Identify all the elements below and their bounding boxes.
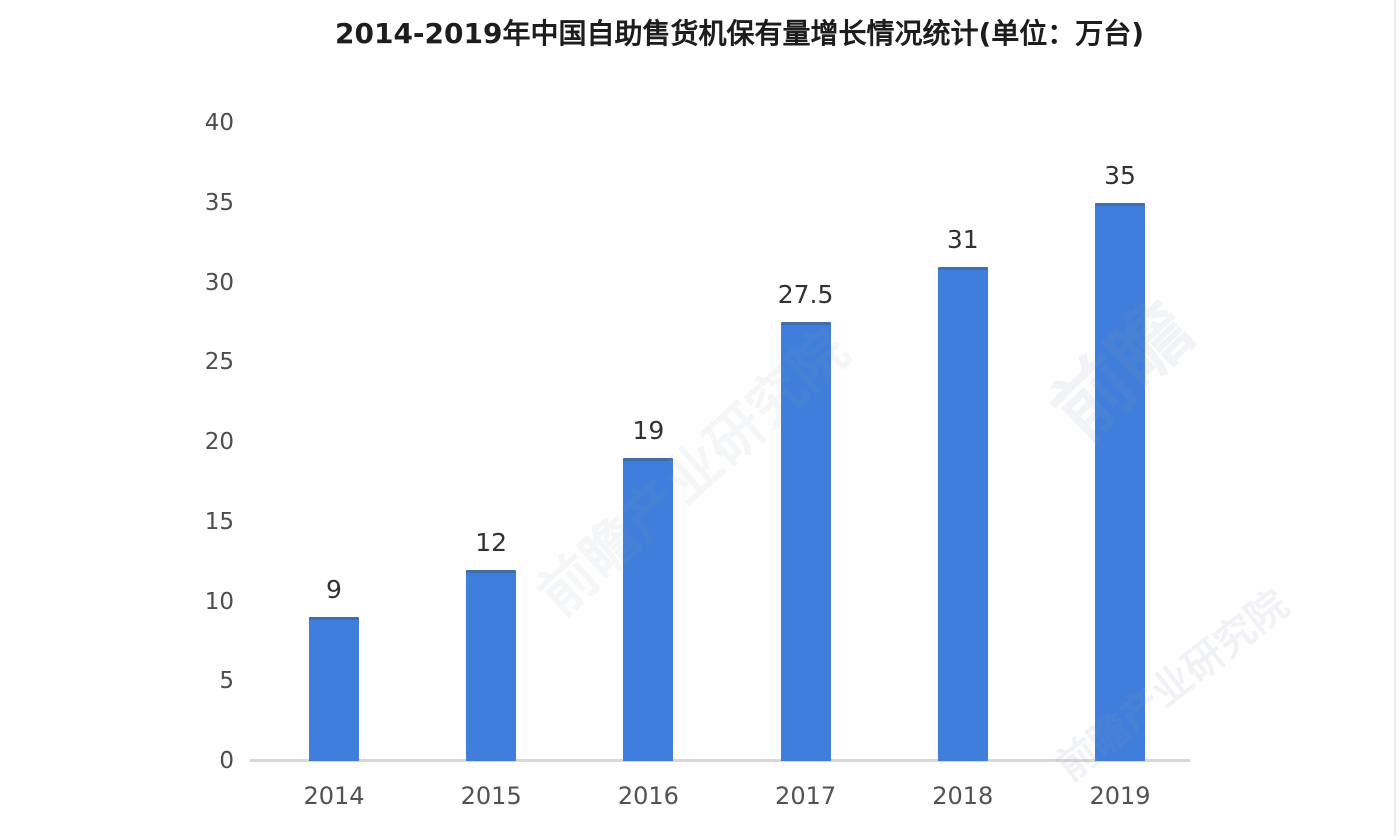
bar-2016 (623, 457, 674, 761)
x-axis-tick-label: 2015 (460, 782, 522, 810)
bar-2017 (780, 322, 831, 761)
bar-value-label: 27.5 (777, 280, 834, 310)
y-axis-tick-label: 35 (204, 189, 234, 216)
bar-2019 (1095, 202, 1145, 761)
y-axis-tick-label: 30 (204, 269, 234, 296)
bar-2018 (937, 266, 988, 761)
y-axis-tick-label: 15 (204, 508, 234, 535)
bar-2015 (466, 569, 517, 761)
bar-value-label: 35 (1104, 160, 1136, 190)
y-axis-tick-label: 40 (204, 110, 234, 136)
bar-value-label: 12 (475, 527, 508, 557)
x-axis-tick-label: 2016 (617, 782, 679, 810)
y-axis-tick-label: 25 (204, 349, 234, 376)
bar-value-label: 19 (632, 415, 665, 445)
x-axis-line (250, 759, 1190, 762)
y-axis-tick-label: 10 (204, 588, 234, 615)
y-axis-tick-label: 20 (204, 429, 234, 455)
y-axis-tick-label: 5 (219, 668, 234, 695)
x-axis-tick-label: 2018 (932, 782, 994, 810)
x-axis-tick-label: 2014 (303, 782, 365, 810)
y-axis-tick-label: 0 (219, 748, 234, 774)
bar-value-label: 9 (326, 575, 342, 605)
bar-2014 (309, 617, 359, 761)
image-right-edge-line (1394, 0, 1396, 836)
x-axis-tick-label: 2019 (1089, 782, 1151, 810)
bar-value-label: 31 (946, 224, 979, 254)
chart-title: 2014-2019年中国自助售货机保有量增长情况统计(单位：万台) (335, 17, 1145, 50)
x-axis-tick-label: 2017 (775, 782, 837, 810)
